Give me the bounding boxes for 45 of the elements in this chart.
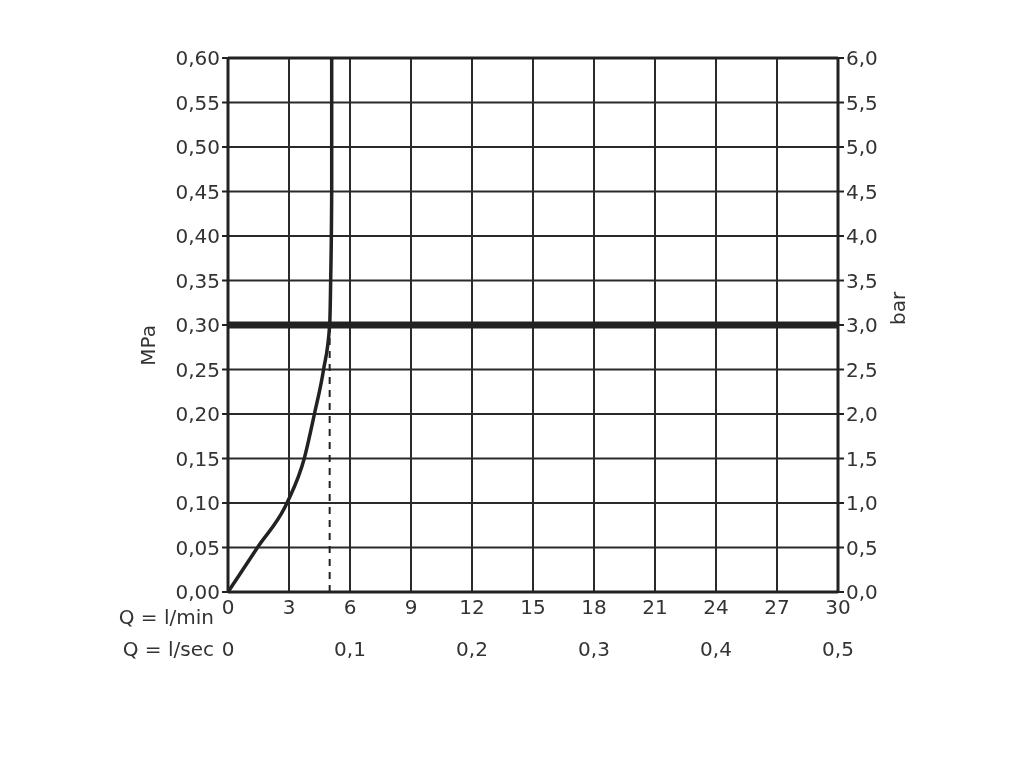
y-tick-label: 0,00 <box>175 580 220 605</box>
y2-tick-label: 2,0 <box>846 402 878 427</box>
y-tick-label: 0,10 <box>175 491 220 516</box>
x-tick-label: 0 <box>221 595 235 620</box>
y-tick-label: 0,30 <box>175 313 220 338</box>
x2-axis-title: Q = l/sec <box>122 637 214 661</box>
y-tick-label: 0,15 <box>175 446 220 471</box>
x-tick-label: 27 <box>764 595 790 620</box>
y-tick-label: 0,20 <box>175 402 220 427</box>
y2-tick-label: 4,5 <box>846 179 878 204</box>
x-tick-label: 21 <box>642 595 668 620</box>
y2-tick-label: 3,5 <box>846 268 878 293</box>
y-tick-label: 0,50 <box>175 135 220 160</box>
y2-tick-label: 1,5 <box>846 446 878 471</box>
x2-tick-label: 0,3 <box>578 637 610 661</box>
x-tick-label: 9 <box>404 595 418 620</box>
x2-tick-label: 0,4 <box>700 637 732 661</box>
y-tick-label: 0,35 <box>175 268 220 293</box>
x-tick-label: 24 <box>703 595 729 620</box>
y2-tick-label: 6,0 <box>846 46 878 71</box>
x2-tick-label: 0,5 <box>822 637 854 661</box>
x-axis-title: Q = l/min <box>118 605 214 629</box>
y2-tick-label: 3,0 <box>846 313 878 338</box>
y-tick-label: 0,55 <box>175 90 220 115</box>
x-tick-label: 12 <box>459 595 485 620</box>
x2-tick-label: 0 <box>221 637 235 661</box>
y-tick-label: 0,05 <box>175 535 220 560</box>
y2-axis-title: bar <box>886 291 911 325</box>
y-tick-label: 0,40 <box>175 224 220 249</box>
y-tick-label: 0,60 <box>175 46 220 71</box>
y-tick-label: 0,45 <box>175 179 220 204</box>
y2-tick-label: 1,0 <box>846 491 878 516</box>
y2-tick-label: 0,5 <box>846 535 878 560</box>
y2-tick-label: 4,0 <box>846 224 878 249</box>
y2-tick-label: 2,5 <box>846 357 878 382</box>
x-tick-label: 15 <box>520 595 546 620</box>
x-tick-label: 6 <box>343 595 357 620</box>
y2-tick-label: 5,0 <box>846 135 878 160</box>
x-tick-label: 18 <box>581 595 607 620</box>
x-tick-label: 3 <box>282 595 296 620</box>
y2-tick-label: 5,5 <box>846 90 878 115</box>
y-axis-title: MPa <box>136 325 161 366</box>
x2-tick-label: 0,2 <box>456 637 488 661</box>
y-tick-label: 0,25 <box>175 357 220 382</box>
x2-tick-label: 0,1 <box>334 637 366 661</box>
